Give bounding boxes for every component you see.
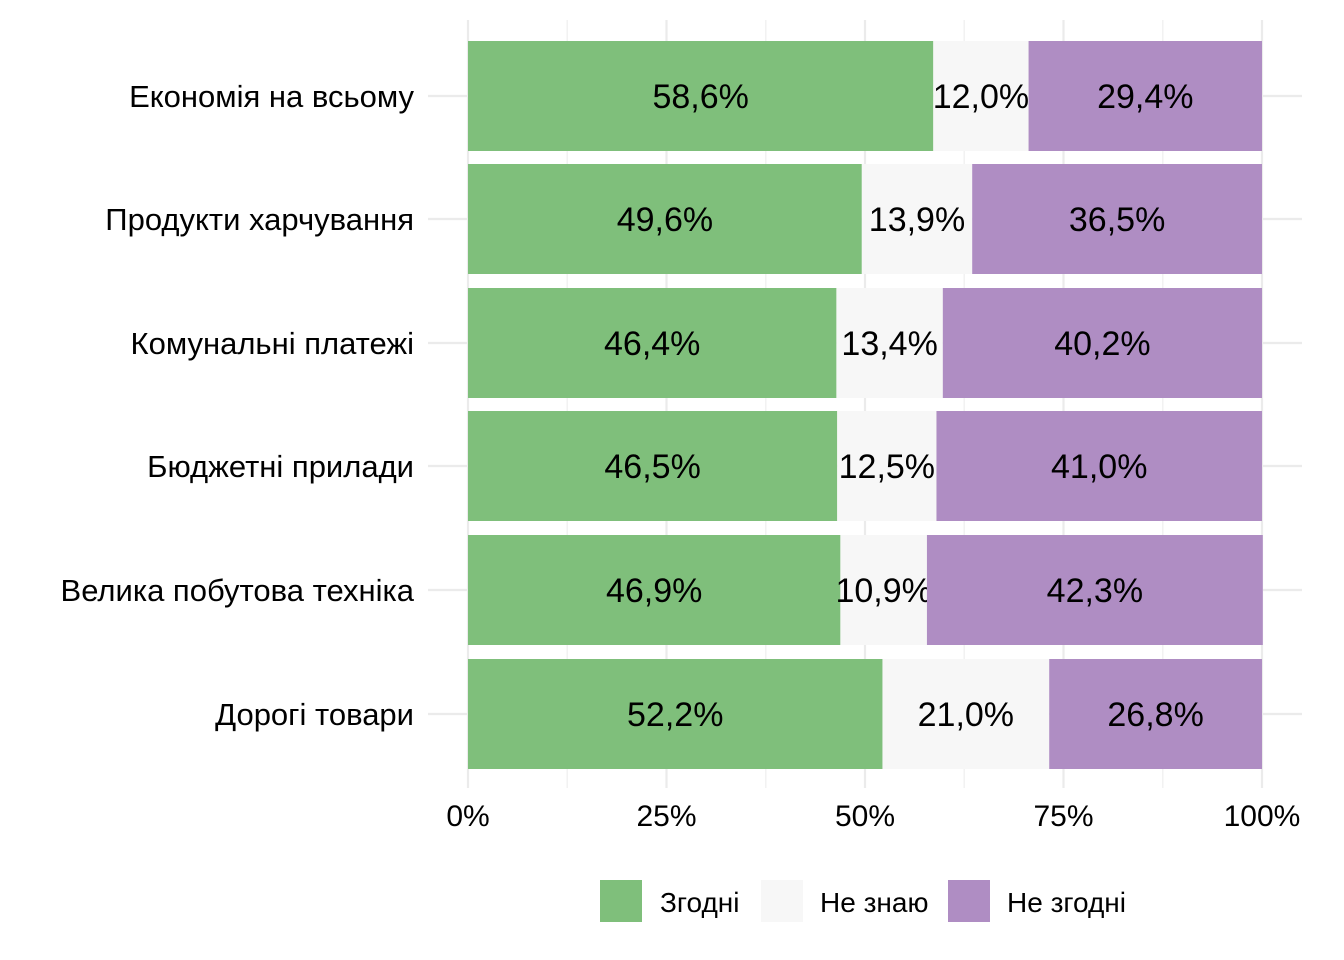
legend-label: Згодні: [660, 887, 740, 918]
bar-segment: [468, 41, 934, 151]
x-tick-label: 75%: [1033, 800, 1093, 833]
data-label: 58,6%: [652, 78, 748, 116]
bar-segment: [1049, 659, 1262, 769]
data-label: 13,4%: [841, 325, 937, 363]
category-label: Продукти харчування: [105, 202, 414, 237]
data-label: 21,0%: [918, 696, 1014, 734]
bar-segment: [468, 164, 862, 274]
data-label: 26,8%: [1107, 696, 1203, 734]
x-tick-label: 25%: [636, 800, 696, 833]
bar-segment: [840, 535, 927, 645]
legend-swatch: [761, 880, 803, 922]
data-label: 49,6%: [617, 201, 713, 239]
data-label: 42,3%: [1047, 572, 1143, 610]
bar-segment: [1028, 41, 1262, 151]
category-label: Велика побутова техніка: [61, 573, 415, 608]
data-label: 12,0%: [933, 78, 1029, 116]
data-label: 52,2%: [627, 696, 723, 734]
data-label: 40,2%: [1054, 325, 1150, 363]
category-label: Економія на всьому: [129, 79, 414, 114]
bar-segment: [468, 288, 837, 398]
x-tick-label: 50%: [835, 800, 895, 833]
bar-segment: [933, 41, 1029, 151]
data-label: 46,5%: [604, 448, 700, 486]
bar-segment: [468, 535, 841, 645]
x-tick-label: 0%: [446, 800, 489, 833]
data-label: 36,5%: [1069, 201, 1165, 239]
legend-label: Не згодні: [1007, 887, 1126, 918]
legend-swatch: [948, 880, 990, 922]
bar-segment: [926, 535, 1263, 645]
bar-segment: [882, 659, 1050, 769]
data-label: 10,9%: [835, 572, 931, 610]
bar-segment: [468, 659, 883, 769]
bar-segment: [468, 411, 838, 521]
legend-swatch: [600, 880, 642, 922]
data-label: 29,4%: [1097, 78, 1193, 116]
category-label: Комунальні платежі: [131, 326, 414, 361]
data-label: 12,5%: [839, 448, 935, 486]
data-label: 13,9%: [869, 201, 965, 239]
data-label: 46,9%: [606, 572, 702, 610]
bar-segment: [837, 411, 937, 521]
bar-segment: [836, 288, 943, 398]
bar-segment: [972, 164, 1262, 274]
bar-segment: [861, 164, 973, 274]
data-label: 46,4%: [604, 325, 700, 363]
bar-segment: [936, 411, 1262, 521]
legend-label: Не знаю: [820, 887, 928, 918]
bar-segment: [942, 288, 1262, 398]
category-label: Дорогі товари: [215, 697, 414, 732]
category-label: Бюджетні прилади: [147, 449, 414, 484]
data-label: 41,0%: [1051, 448, 1147, 486]
x-tick-label: 100%: [1224, 800, 1301, 833]
